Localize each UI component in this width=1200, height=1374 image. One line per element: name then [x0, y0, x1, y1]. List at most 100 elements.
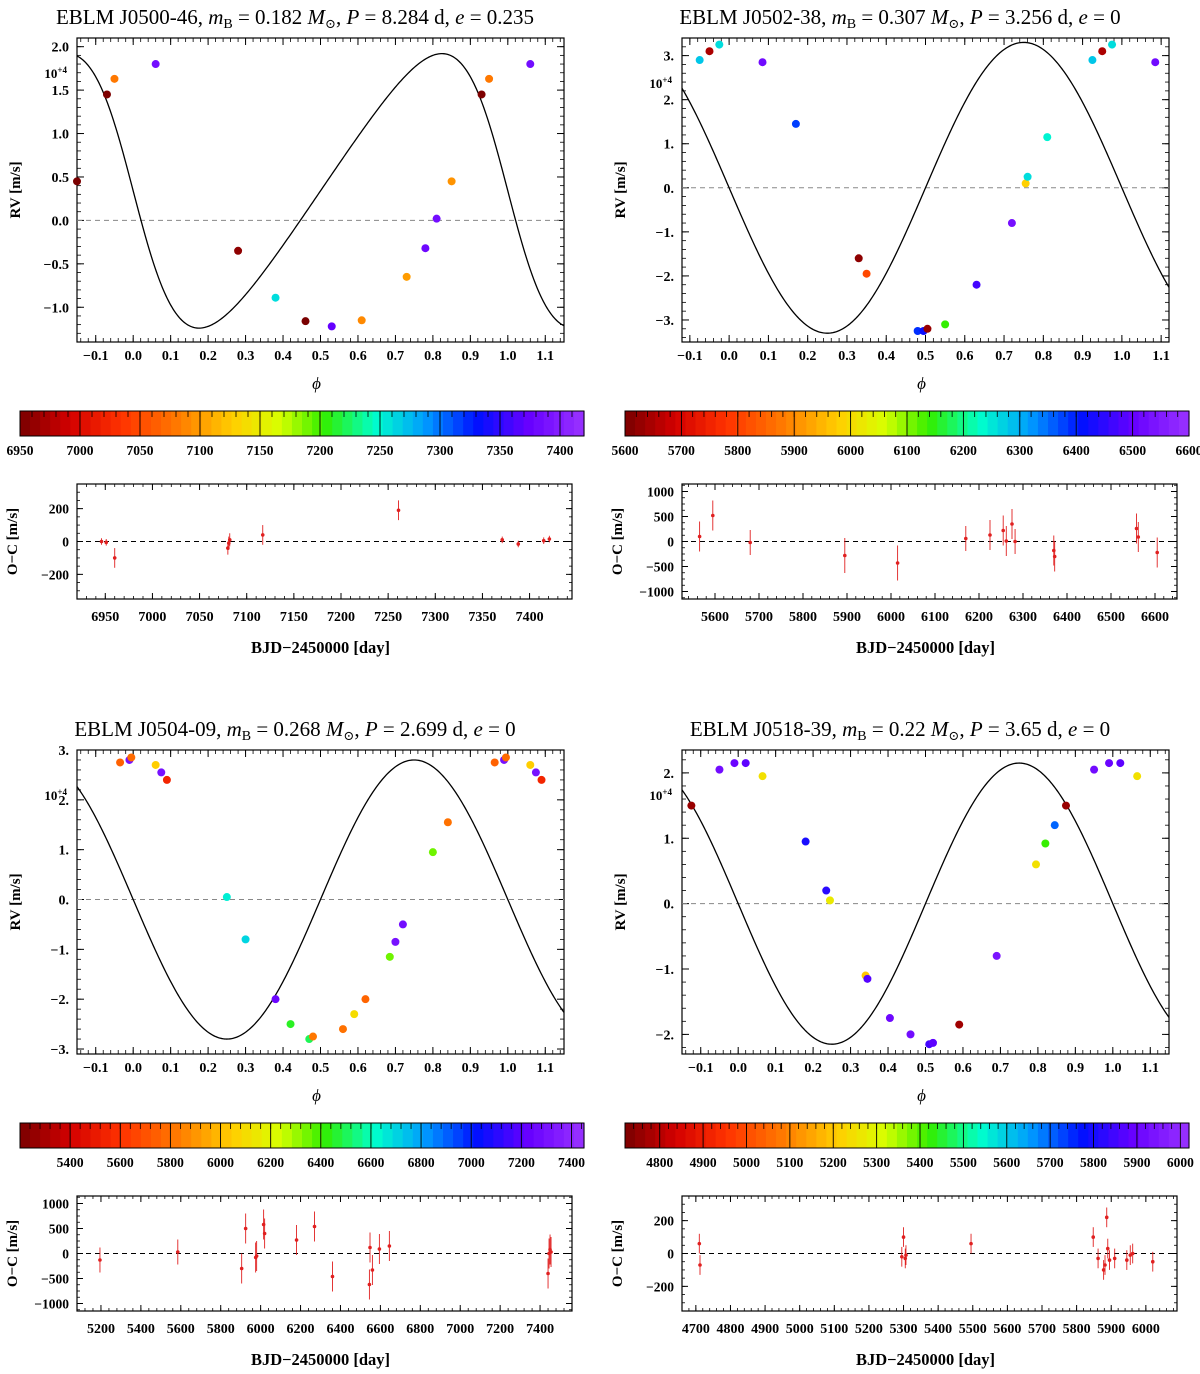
colorbar-segment — [1037, 1123, 1049, 1148]
oc-xtick-label: 5300 — [890, 1322, 918, 1337]
rv-xtick-label: 0.6 — [954, 1061, 972, 1076]
oc-xtick-label: 7050 — [186, 610, 214, 625]
rv-data-point — [526, 60, 535, 69]
colorbar-segment — [967, 411, 979, 436]
rv-ylabel: RV [m/s] — [613, 161, 629, 218]
oc-ytick-label: 200 — [49, 502, 70, 517]
colorbar-tick-label: 7050 — [127, 443, 154, 458]
oc-data-point — [500, 538, 505, 542]
colorbar-segment — [816, 411, 828, 436]
rv-ytick-label: −1.0 — [44, 301, 69, 316]
rv-xtick-label: 0.9 — [462, 1061, 480, 1076]
colorbar-segment — [463, 411, 474, 436]
rv-data-point — [385, 952, 394, 961]
chart-title: EBLM J0504-09, mB = 0.268 M⊙, P = 2.699 … — [74, 717, 515, 744]
colorbar-segment — [1168, 1123, 1180, 1148]
colorbar-segment — [977, 1123, 989, 1148]
rv-data-point — [1090, 765, 1099, 774]
colorbar-segment — [161, 411, 172, 436]
colorbar-segment — [967, 1123, 979, 1148]
rv-data-point — [863, 974, 872, 983]
oc-data-point — [330, 1274, 335, 1279]
colorbar-segment — [625, 1123, 636, 1148]
colorbar-segment — [786, 1123, 797, 1148]
oc-data-point — [312, 1224, 317, 1229]
colorbar-segment — [100, 1123, 112, 1148]
rv-ytick-label: 1.0 — [52, 128, 70, 143]
rv-data-point — [309, 1032, 318, 1041]
rv-data-point — [1061, 801, 1070, 810]
rv-ytick-label: 2. — [59, 794, 70, 809]
colorbar-segment — [766, 411, 777, 436]
rv-data-point — [730, 759, 739, 768]
rv-data-point — [1021, 179, 1030, 188]
oc-data-point — [547, 537, 552, 541]
rv-ylabel: RV [m/s] — [613, 873, 629, 930]
colorbar-segment — [150, 411, 162, 436]
rv-data-point — [1032, 860, 1041, 869]
rv-ytick-label: −3. — [656, 314, 674, 329]
oc-data-point — [112, 556, 117, 560]
rv-data-point — [801, 837, 810, 846]
rv-data-point — [715, 40, 724, 49]
chart-title-part: m — [842, 717, 857, 741]
rv-xtick-label: 0.8 — [1035, 349, 1053, 364]
chart-title-part: M — [930, 5, 950, 29]
colorbar-tick-label: 4800 — [646, 1155, 673, 1170]
colorbar-segment — [786, 411, 797, 436]
rv-xtick-label: 0.2 — [199, 349, 217, 364]
rv-xtick-label: 0.5 — [312, 349, 330, 364]
oc-ytick-label: 0 — [667, 1247, 674, 1262]
rv-data-point — [447, 177, 456, 186]
colorbar-segment — [655, 1123, 666, 1148]
oc-data-point — [367, 1282, 372, 1287]
oc-xtick-label: 5600 — [993, 1322, 1021, 1337]
oc-xtick-label: 7400 — [526, 1322, 554, 1337]
oc-data-point — [1150, 1259, 1155, 1264]
colorbar-tick-label: 6000 — [1167, 1155, 1194, 1170]
colorbar-segment — [1027, 1123, 1039, 1148]
colorbar-tick-label: 7100 — [187, 443, 214, 458]
rv-data-point — [338, 1025, 347, 1034]
rv-data-point — [428, 848, 437, 857]
rv-data-point — [913, 326, 922, 335]
rv-frame — [76, 749, 565, 1055]
rv-data-point — [1133, 772, 1142, 781]
chart-title-part: M — [930, 717, 950, 741]
colorbar-segment — [261, 411, 273, 436]
rv-xtick-label: 0.0 — [720, 349, 738, 364]
colorbar-segment — [836, 1123, 848, 1148]
colorbar-segment — [1138, 1123, 1150, 1148]
rv-data-point — [151, 60, 160, 69]
rv-xtick-label: 0.1 — [162, 1061, 180, 1076]
colorbar-segment — [886, 411, 898, 436]
oc-xtick-label: 5200 — [855, 1322, 883, 1337]
oc-data-point — [1010, 522, 1014, 526]
colorbar-segment — [443, 1123, 454, 1148]
colorbar-tick-label: 6400 — [307, 1155, 334, 1170]
rv-data-point — [992, 951, 1001, 960]
colorbar-segment — [453, 411, 464, 436]
colorbar-segment — [130, 1123, 142, 1148]
rv-xtick-label: 0.2 — [804, 1061, 822, 1076]
chart-title-part: P — [345, 5, 359, 29]
colorbar-segment — [563, 411, 575, 436]
oc-xtick-label: 7400 — [516, 610, 544, 625]
oc-ytick-label: 0 — [667, 535, 674, 550]
colorbar-segment — [1098, 1123, 1110, 1148]
colorbar-segment — [755, 1123, 767, 1148]
chart-title-part: B — [242, 729, 251, 744]
chart-title: EBLM J0502-38, mB = 0.307 M⊙, P = 3.256 … — [679, 5, 1120, 32]
oc-ytick-label: −200 — [646, 1279, 674, 1294]
colorbar-segment — [302, 411, 313, 436]
colorbar-segment — [553, 411, 565, 436]
rv-data-point — [102, 90, 111, 99]
chart-title-part: m — [832, 5, 847, 29]
rv-data-point — [1151, 58, 1160, 67]
rv-data-point — [241, 935, 250, 944]
rv-ylabel: RV [m/s] — [8, 873, 24, 930]
colorbar-segment — [543, 411, 555, 436]
rv-scale-exp: +4 — [57, 65, 67, 75]
rv-xtick-label: 0.4 — [879, 1061, 897, 1076]
oc-data-point — [1091, 1235, 1096, 1239]
